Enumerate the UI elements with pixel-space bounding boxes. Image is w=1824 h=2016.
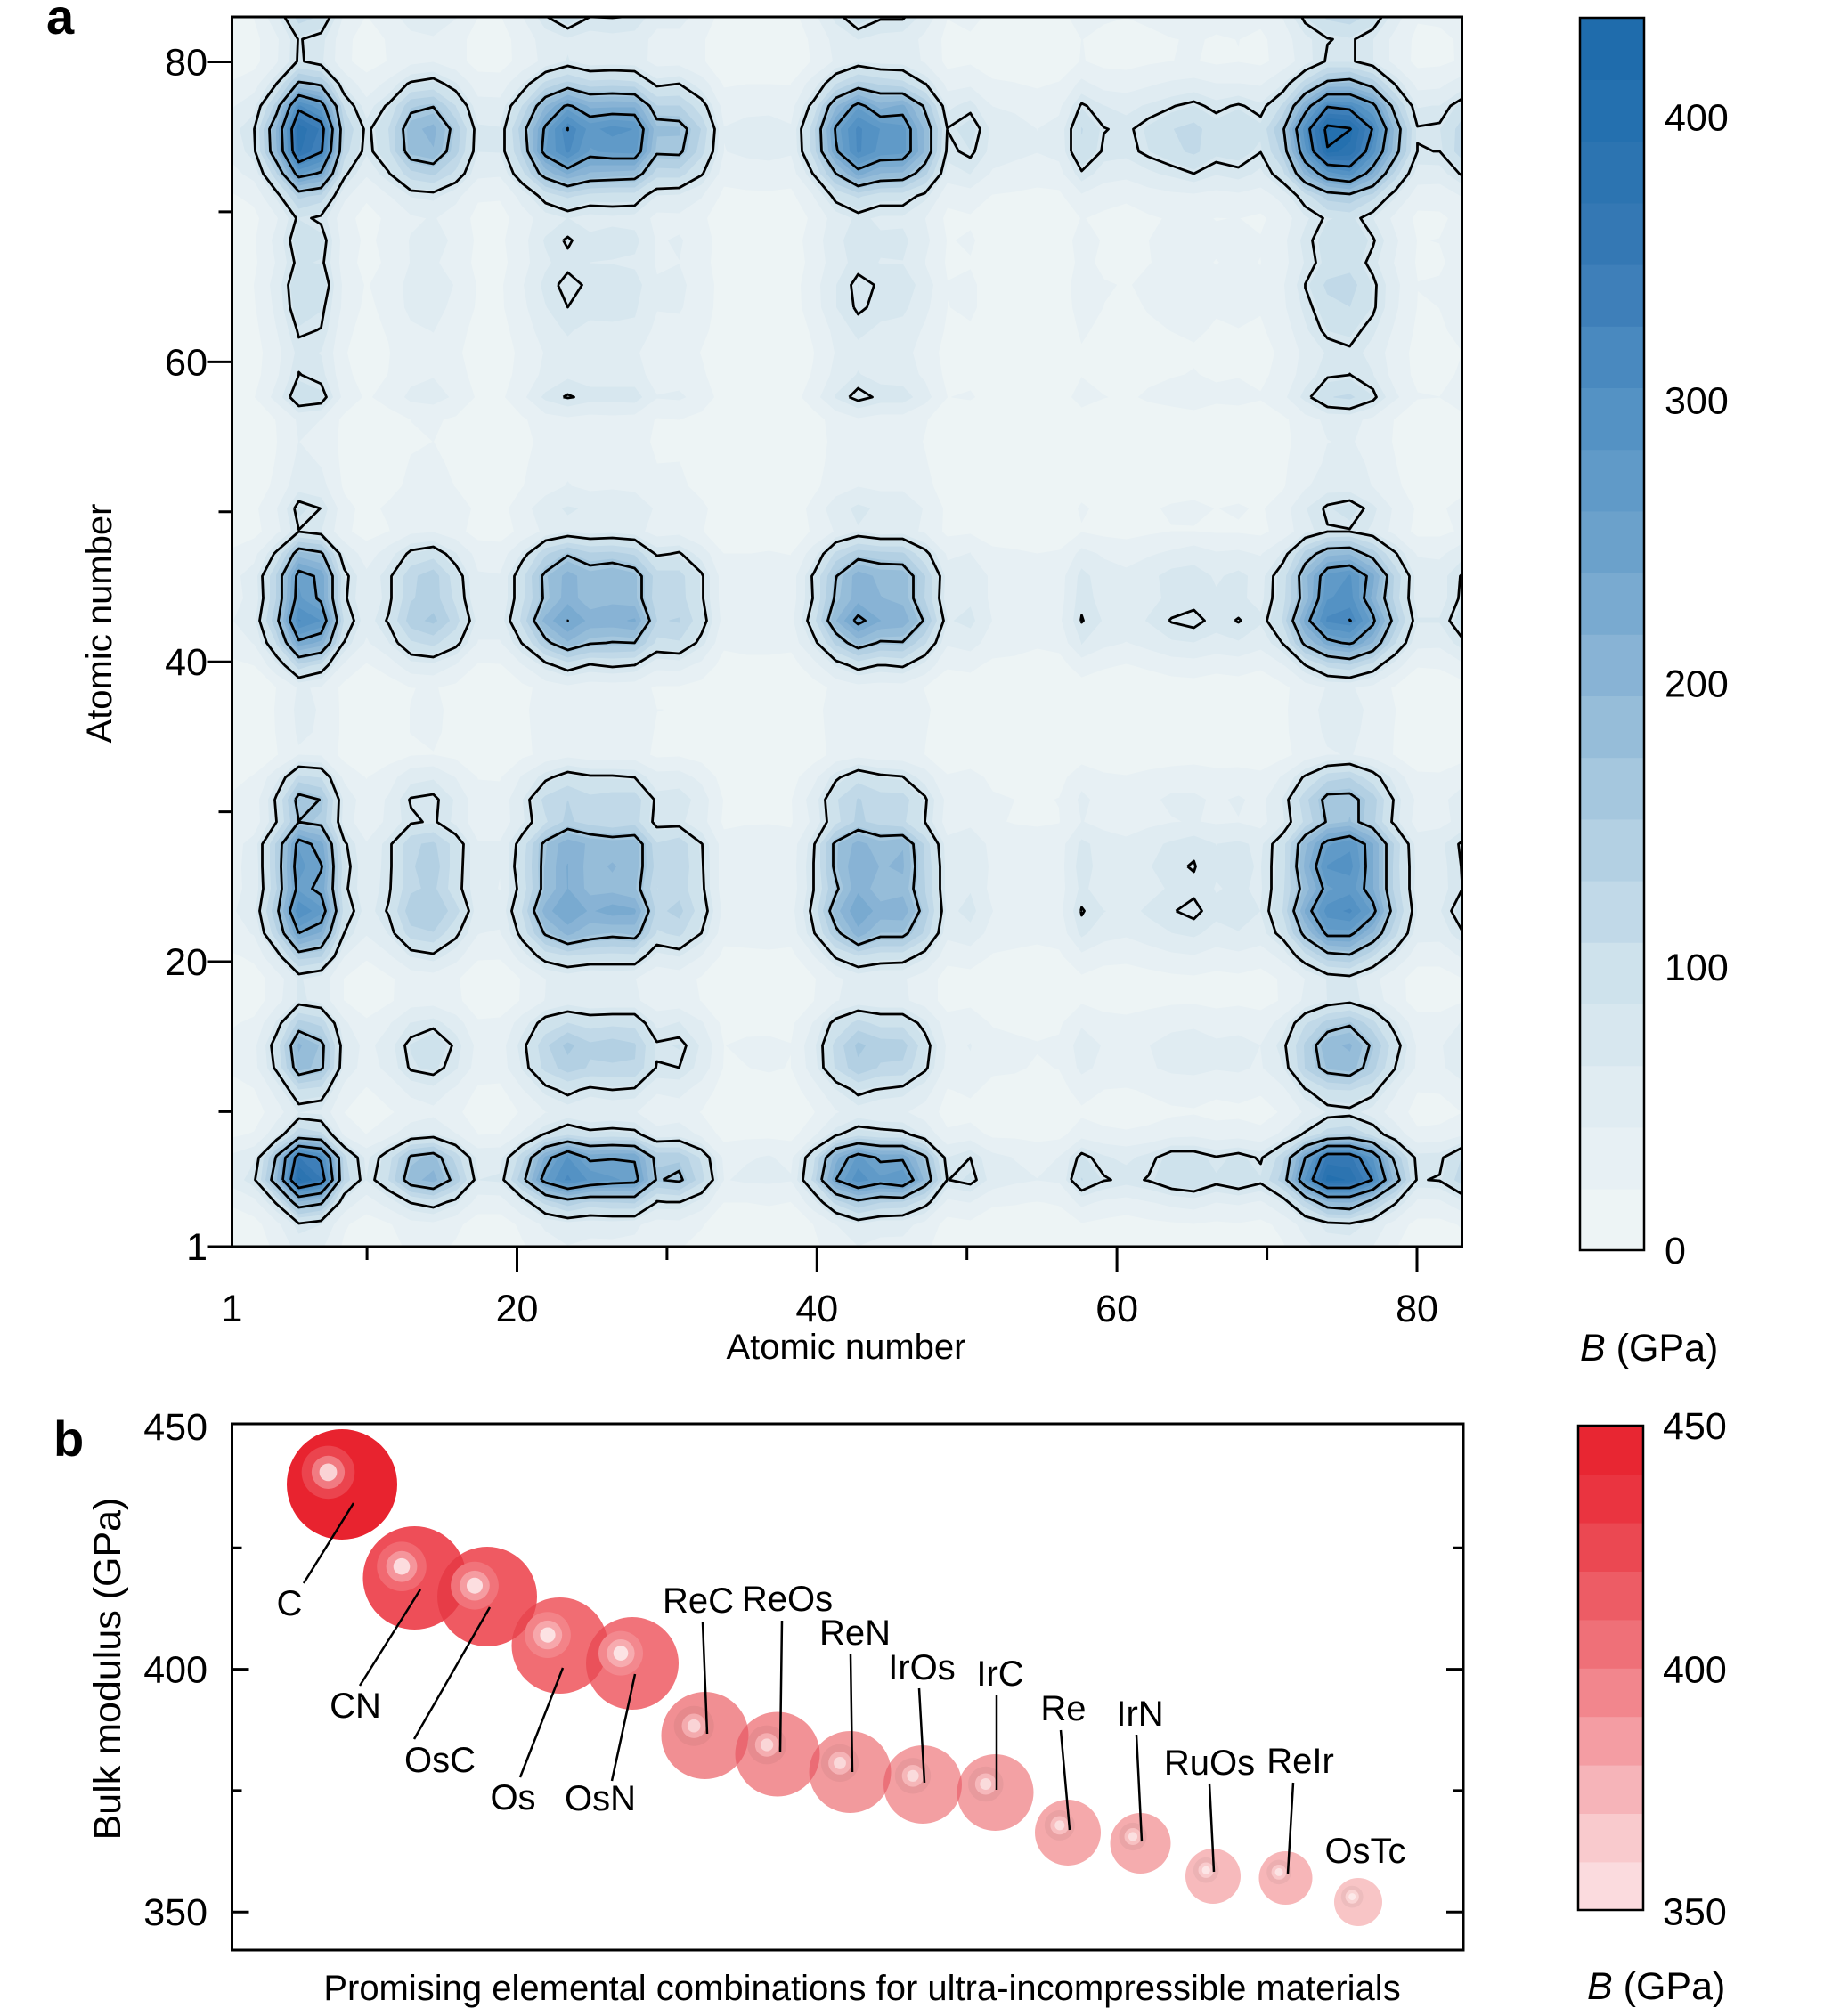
svg-text:b: b <box>53 1410 84 1467</box>
svg-text:450: 450 <box>143 1406 208 1449</box>
svg-text:IrOs: IrOs <box>888 1648 956 1687</box>
svg-text:400: 400 <box>1665 96 1729 139</box>
svg-text:80: 80 <box>165 42 208 85</box>
svg-text:400: 400 <box>143 1649 208 1692</box>
svg-text:0: 0 <box>1665 1230 1686 1272</box>
svg-text:350: 350 <box>143 1891 208 1934</box>
svg-text:IrN: IrN <box>1116 1695 1163 1734</box>
svg-text:a: a <box>46 0 75 45</box>
svg-text:IrC: IrC <box>976 1654 1023 1694</box>
svg-text:OsN: OsN <box>565 1779 636 1818</box>
svg-text:20: 20 <box>165 941 208 984</box>
svg-text:OsTc: OsTc <box>1324 1832 1405 1871</box>
svg-text:400: 400 <box>1663 1648 1727 1691</box>
svg-text:100: 100 <box>1665 947 1729 989</box>
svg-text:Bulk modulus (GPa): Bulk modulus (GPa) <box>86 1498 129 1841</box>
svg-text:OsC: OsC <box>404 1741 476 1780</box>
svg-text:1: 1 <box>222 1288 243 1330</box>
svg-text:300: 300 <box>1665 380 1729 423</box>
svg-text:ReN: ReN <box>819 1614 891 1653</box>
svg-text:40: 40 <box>795 1288 838 1330</box>
svg-text:Os: Os <box>490 1778 535 1817</box>
svg-text:200: 200 <box>1665 663 1729 706</box>
svg-text:CN: CN <box>330 1687 381 1726</box>
svg-text:C: C <box>277 1584 303 1623</box>
svg-text:60: 60 <box>165 341 208 384</box>
svg-text:RuOs: RuOs <box>1164 1744 1255 1783</box>
svg-text:350: 350 <box>1663 1891 1727 1934</box>
svg-text:ReC: ReC <box>663 1581 734 1621</box>
svg-text:Re: Re <box>1040 1689 1086 1728</box>
svg-text:B (GPa): B (GPa) <box>1580 1327 1718 1370</box>
svg-text:ReOs: ReOs <box>742 1580 833 1619</box>
svg-text:Promising elemental combinatio: Promising elemental combinations for ult… <box>323 1969 1400 2008</box>
svg-text:450: 450 <box>1663 1405 1727 1448</box>
svg-text:20: 20 <box>496 1288 539 1330</box>
svg-text:60: 60 <box>1095 1288 1138 1330</box>
svg-text:B (GPa): B (GPa) <box>1587 1965 1725 2008</box>
svg-text:40: 40 <box>165 641 208 684</box>
svg-text:Atomic number: Atomic number <box>727 1328 966 1367</box>
svg-text:80: 80 <box>1396 1288 1438 1330</box>
svg-text:1: 1 <box>186 1226 208 1269</box>
svg-text:ReIr: ReIr <box>1266 1742 1334 1781</box>
svg-text:Atomic number: Atomic number <box>80 504 119 744</box>
